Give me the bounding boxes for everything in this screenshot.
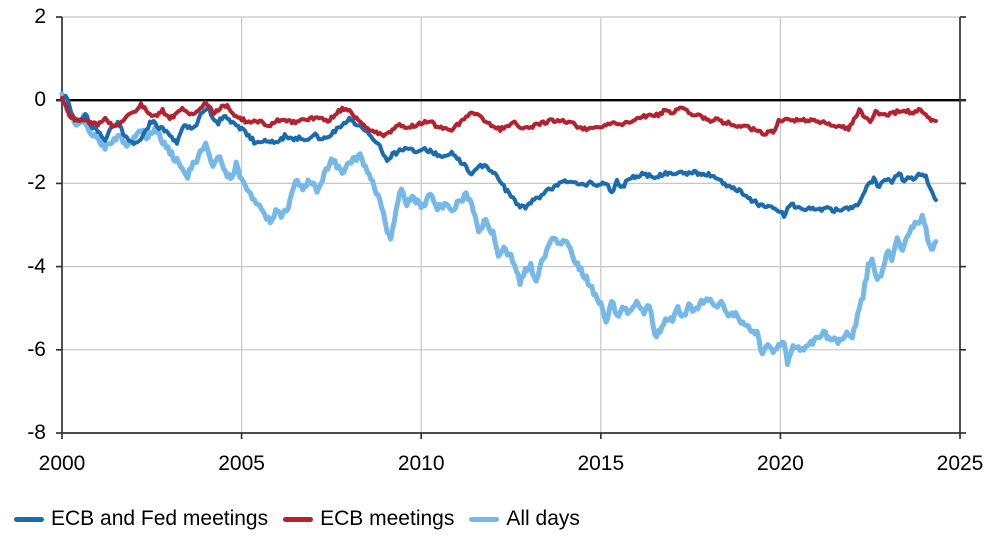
y-tick-label: -6 [27, 337, 46, 361]
legend-line-swatch [14, 516, 44, 522]
y-tick-label: -8 [27, 421, 46, 444]
series-line-all-days [59, 91, 939, 368]
legend-label: ECB and Fed meetings [51, 507, 269, 530]
legend-label: ECB meetings [320, 507, 455, 530]
series-line-ecb-meetings [60, 96, 938, 139]
y-tick-label: -2 [27, 171, 46, 195]
x-tick-label: 2010 [397, 452, 445, 475]
y-tick-label: 2 [34, 5, 46, 28]
y-tick-label: 0 [34, 88, 46, 112]
x-tick-label: 2025 [936, 452, 984, 475]
legend-line-swatch [469, 516, 500, 522]
legend: ECB and Fed meetings ECB meetings All da… [14, 503, 580, 535]
series-line-ecb-and-fed-meetings [60, 93, 938, 219]
legend-label: All days [506, 507, 580, 530]
axis-frame [61, 17, 961, 434]
x-tick-label: 2020 [757, 452, 804, 475]
legend-item-ecb-meetings: ECB meetings [283, 507, 454, 531]
x-tick-label: 2015 [577, 452, 625, 475]
x-tick-label: 2005 [218, 452, 265, 475]
x-tick-label: 2000 [38, 452, 86, 475]
legend-line-swatch [283, 516, 314, 522]
legend-item-all-days: All days [469, 507, 580, 531]
legend-item-ecb-and-fed-meetings: ECB and Fed meetings [14, 507, 268, 531]
y-tick-label: -4 [27, 254, 46, 278]
